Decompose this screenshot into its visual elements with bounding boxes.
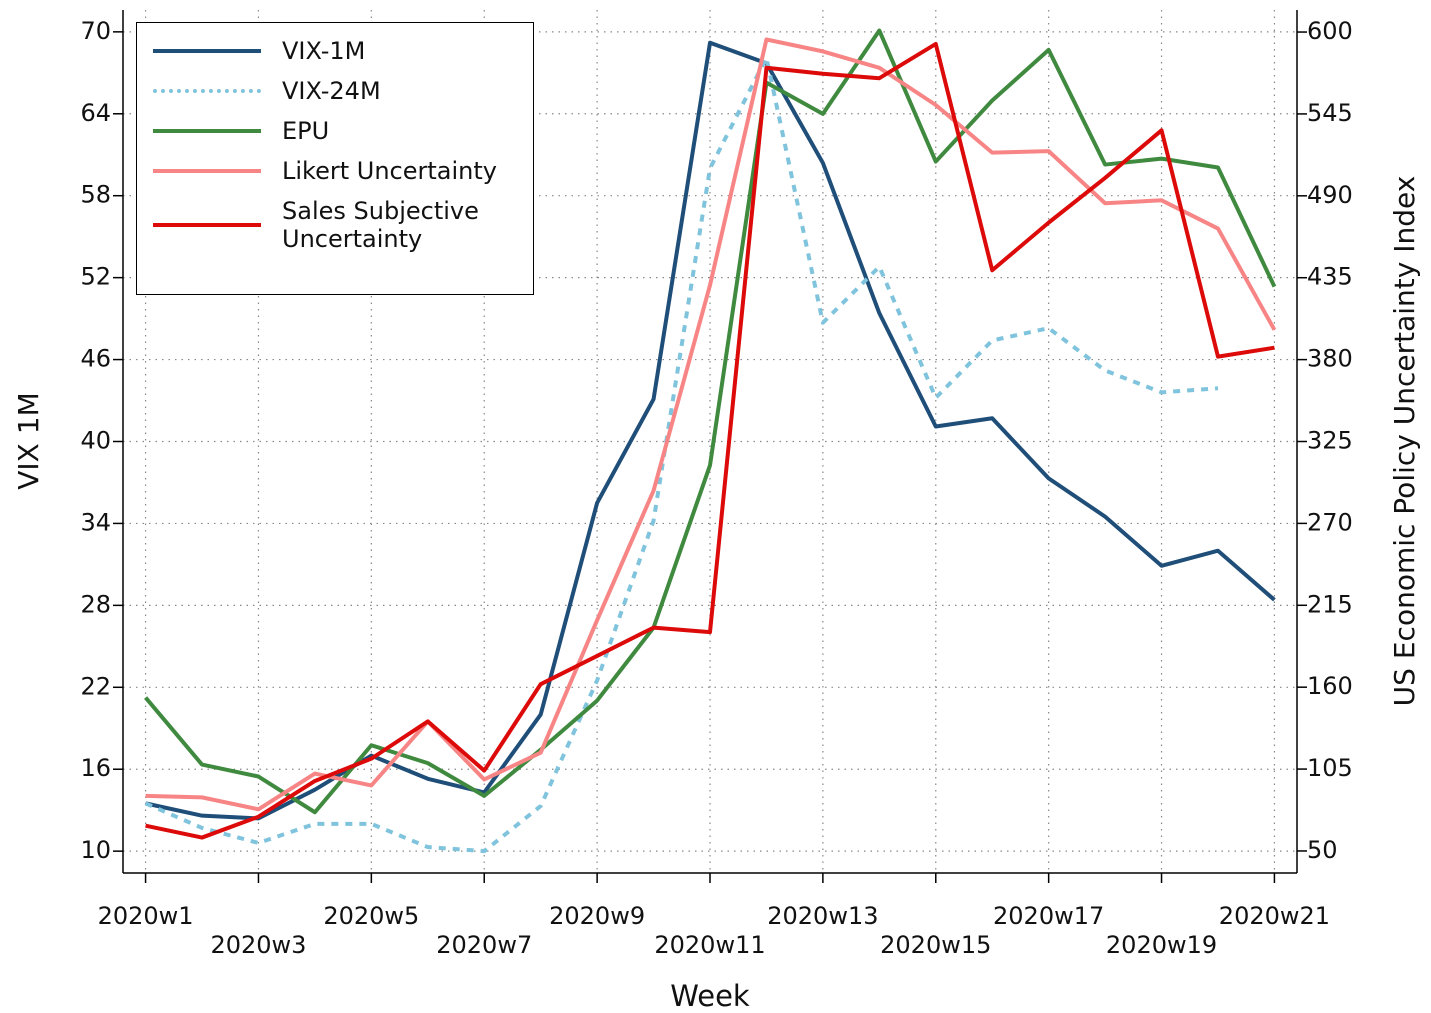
y2-tick-label: 325 — [1307, 427, 1353, 455]
series-line — [144, 55, 1219, 854]
legend-label: EPU — [282, 117, 330, 145]
y2-tick-label: 270 — [1307, 508, 1353, 536]
legend-item: EPU — [137, 117, 533, 145]
x-tick-label: 2020w7 — [436, 931, 532, 959]
y-tick-label: 64 — [80, 99, 111, 127]
legend-swatch — [153, 129, 261, 133]
legend-item: Likert Uncertainty — [137, 157, 533, 185]
x-tick-label: 2020w11 — [654, 931, 765, 959]
legend-label: Likert Uncertainty — [282, 157, 497, 185]
series-line — [145, 37, 1277, 812]
y2-tick-label: 50 — [1307, 836, 1338, 864]
y2-tick-label: 490 — [1307, 181, 1353, 209]
y-tick-label: 52 — [80, 263, 111, 291]
legend-item: Sales Subjective Uncertainty — [137, 197, 533, 253]
y2-tick-label: 160 — [1307, 672, 1353, 700]
legend-swatch — [153, 169, 261, 173]
legend-swatch — [153, 49, 261, 53]
legend-swatch — [153, 223, 261, 227]
y-axis-title: VIX 1M — [12, 392, 45, 489]
legend: VIX-1M VIX-24M EPU Likert Uncertainty Sales … — [136, 22, 534, 295]
legend-item: VIX-1M — [137, 37, 533, 65]
x-tick-label: 2020w15 — [880, 931, 991, 959]
legend-label: Sales Subjective Uncertainty — [282, 197, 479, 253]
y2-axis-title: US Economic Policy Uncertainty Index — [1388, 176, 1421, 707]
y2-tick-label: 435 — [1307, 263, 1353, 291]
legend-label: VIX-24M — [282, 77, 381, 105]
x-tick-label: 2020w17 — [993, 902, 1104, 930]
x-tick-label: 2020w19 — [1106, 931, 1217, 959]
series-line — [144, 28, 1277, 815]
legend-swatch — [153, 89, 261, 93]
y2-tick-label: 600 — [1307, 17, 1353, 45]
y-tick-label: 58 — [80, 181, 111, 209]
y2-tick-label: 380 — [1307, 345, 1353, 373]
x-tick-label: 2020w5 — [323, 902, 419, 930]
y-tick-label: 16 — [80, 754, 111, 782]
y-tick-label: 70 — [80, 17, 111, 45]
y2-tick-label: 105 — [1307, 754, 1353, 782]
series-line — [145, 41, 1275, 840]
x-tick-label: 2020w13 — [767, 902, 878, 930]
x-axis-title: Week — [670, 979, 750, 1013]
x-tick-label: 2020w1 — [98, 902, 194, 930]
y2-tick-label: 215 — [1307, 590, 1353, 618]
y-tick-label: 34 — [80, 508, 111, 536]
legend-item: VIX-24M — [137, 77, 533, 105]
y-tick-label: 40 — [80, 427, 111, 455]
x-tick-label: 2020w21 — [1219, 902, 1330, 930]
y-tick-label: 22 — [80, 672, 111, 700]
legend-label: VIX-1M — [282, 37, 366, 65]
x-tick-label: 2020w9 — [549, 902, 645, 930]
y-tick-label: 46 — [80, 345, 111, 373]
y-tick-label: 10 — [80, 836, 111, 864]
y-tick-label: 28 — [80, 590, 111, 618]
y2-tick-label: 545 — [1307, 99, 1353, 127]
x-tick-label: 2020w3 — [210, 931, 306, 959]
